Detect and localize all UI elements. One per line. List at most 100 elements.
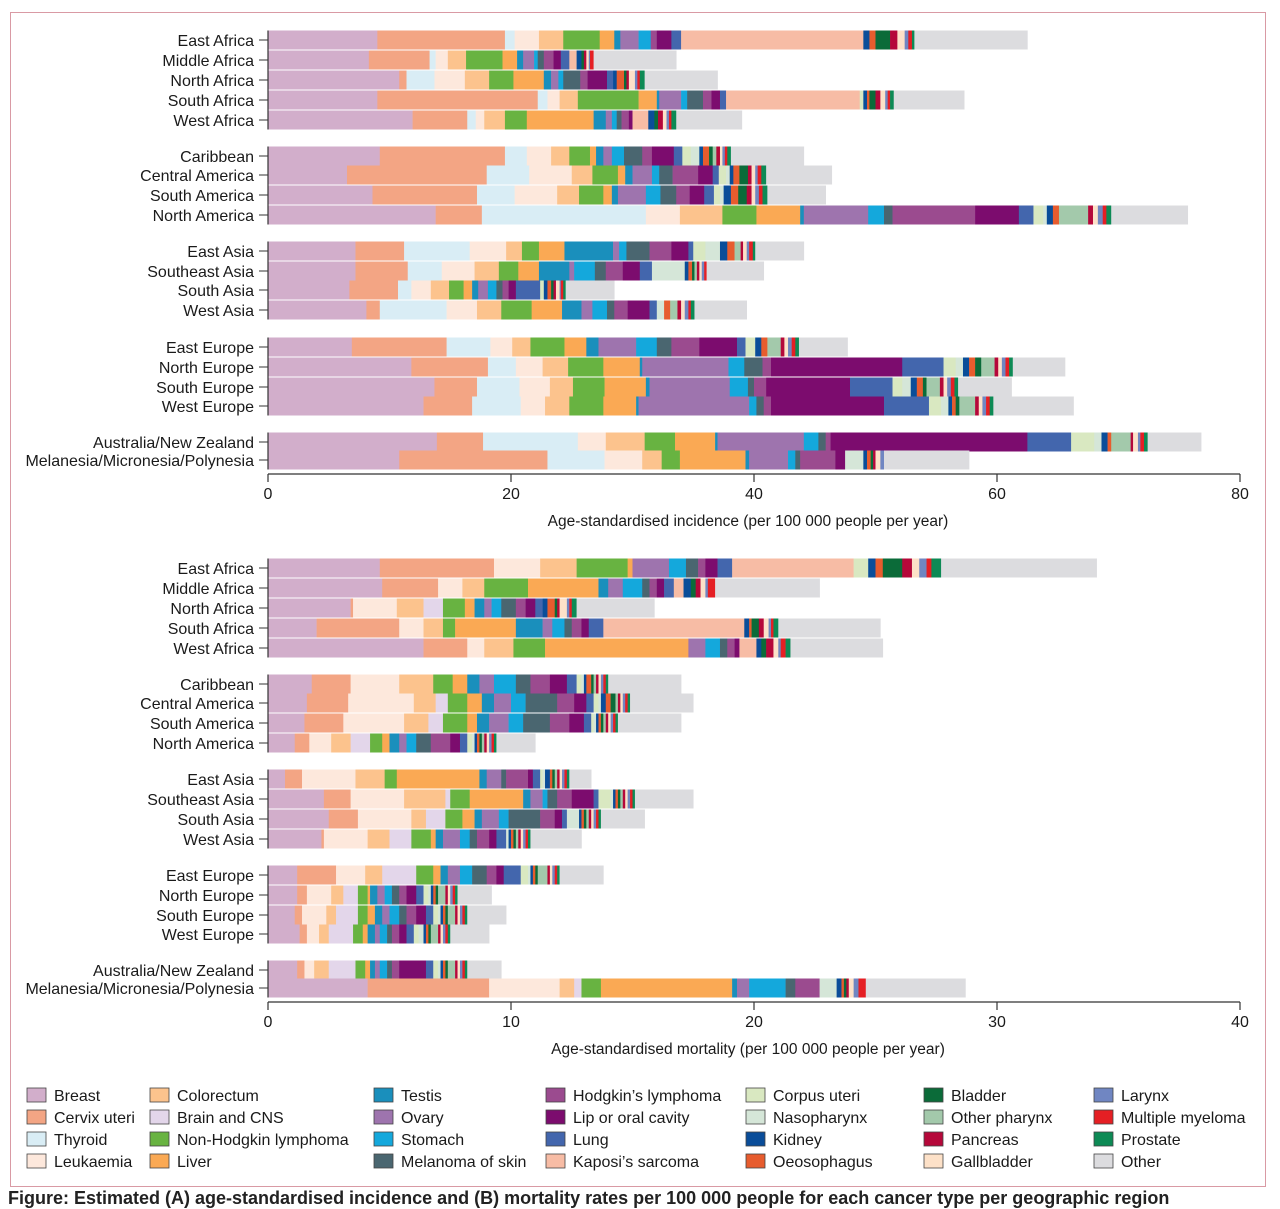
segment-breast xyxy=(268,618,317,638)
segment-cervix-uteri xyxy=(328,809,359,829)
segment-lip-or-oral-cavity xyxy=(553,50,562,70)
segment-colorectum xyxy=(411,809,427,829)
segment-stomach xyxy=(668,558,687,578)
segment-colorectum xyxy=(484,638,514,658)
segment-colorectum xyxy=(484,110,506,130)
legend-swatch xyxy=(1093,1153,1114,1169)
segment-multiple-myeloma xyxy=(596,809,599,829)
segment-hodgkin-s-lymphoma xyxy=(763,396,772,416)
segment-breast xyxy=(268,789,325,809)
legend-swatch xyxy=(923,1109,944,1125)
segment-pancreas xyxy=(890,30,898,50)
x-tick-label: 20 xyxy=(502,486,520,503)
segment-breast xyxy=(268,558,381,578)
segment-lung xyxy=(717,558,733,578)
segment-lung xyxy=(736,337,746,357)
bar-west-africa: West Africa xyxy=(173,638,884,658)
segment-stomach xyxy=(868,205,885,225)
segment-bladder xyxy=(624,70,627,90)
segment-bladder xyxy=(739,165,749,185)
segment-pancreas xyxy=(588,809,592,829)
segment-bladder xyxy=(600,713,604,733)
segment-prostate xyxy=(447,924,451,944)
region-label: South America xyxy=(150,716,254,733)
legend-swatch xyxy=(1093,1131,1114,1147)
segment-gallbladder xyxy=(1092,205,1099,225)
segment-other xyxy=(600,809,645,829)
segment-corpus-uteri xyxy=(892,377,903,397)
segment-cervix-uteri xyxy=(311,674,351,694)
bar-central-america: Central America xyxy=(140,165,833,185)
legend-swatch xyxy=(745,1131,766,1147)
segment-multiple-myeloma xyxy=(758,185,763,205)
segment-leukaemia xyxy=(475,110,485,130)
segment-bladder xyxy=(751,618,760,638)
segment-stomach xyxy=(729,377,749,397)
segment-multiple-myeloma xyxy=(569,598,573,618)
segment-kidney xyxy=(613,70,617,90)
segment-testis xyxy=(625,165,633,185)
x-axis-title: Age-standardised incidence (per 100 000 … xyxy=(548,513,949,530)
segment-lung xyxy=(496,829,507,849)
segment-gallbladder xyxy=(743,241,748,261)
bar-middle-africa: Middle Africa xyxy=(162,50,677,70)
segment-stomach xyxy=(534,50,539,70)
segment-multiple-myeloma xyxy=(452,885,456,905)
region-label: South Asia xyxy=(178,812,255,829)
segment-non-hodgkin-lymphoma xyxy=(569,396,604,416)
segment-stomach xyxy=(622,578,643,598)
legend-item-other: Other xyxy=(1093,1153,1162,1171)
segment-pancreas xyxy=(902,558,913,578)
segment-stomach xyxy=(611,110,618,130)
segment-nasopharynx xyxy=(1094,432,1102,452)
segment-brain-and-cns xyxy=(574,978,582,998)
segment-other xyxy=(565,280,615,300)
region-label: East Europe xyxy=(166,340,254,357)
segment-non-hodgkin-lymphoma xyxy=(501,300,532,320)
legend-label: Hodgkin’s lymphoma xyxy=(573,1088,721,1105)
segment-stomach xyxy=(749,396,757,416)
legend-label: Lung xyxy=(573,1132,609,1149)
segment-lung xyxy=(712,165,720,185)
segment-other xyxy=(706,261,765,281)
segment-other-pharynx xyxy=(1111,432,1131,452)
legend-swatch xyxy=(745,1087,766,1103)
segment-hodgkin-s-lymphoma xyxy=(649,241,672,261)
region-label: East Europe xyxy=(166,868,254,885)
bar-west-europe: West Europe xyxy=(162,924,490,944)
segment-oeosophagus xyxy=(511,829,514,849)
segment-breast xyxy=(268,432,438,452)
segment-corpus-uteri xyxy=(413,924,419,944)
legend-label: Kaposi’s sarcoma xyxy=(573,1154,699,1171)
segment-kidney xyxy=(430,885,434,905)
segment-oeosophagus xyxy=(702,146,710,166)
bar-south-europe: South Europe xyxy=(156,905,507,925)
segment-other-pharynx xyxy=(554,769,558,789)
segment-pancreas xyxy=(780,337,785,357)
segment-multiple-myeloma xyxy=(926,558,932,578)
legend-item-colorectum: Colorectum xyxy=(149,1087,259,1105)
segment-nasopharynx xyxy=(438,905,441,925)
bar-australia-new-zealand: Australia/New Zealand xyxy=(93,960,502,980)
segment-pancreas xyxy=(975,396,980,416)
segment-hodgkin-s-lymphoma xyxy=(486,865,497,885)
segment-liver xyxy=(455,618,517,638)
segment-non-hodgkin-lymphoma xyxy=(521,241,540,261)
segment-gallbladder xyxy=(699,261,703,281)
segment-other xyxy=(730,146,805,166)
segment-cervix-uteri xyxy=(297,865,337,885)
region-label: South Africa xyxy=(168,93,254,110)
segment-cervix-uteri xyxy=(399,450,548,470)
segment-corpus-uteri xyxy=(718,165,727,185)
segment-prostate xyxy=(785,638,791,658)
segment-colorectum xyxy=(476,300,502,320)
segment-corpus-uteri xyxy=(1033,205,1044,225)
segment-breast xyxy=(268,165,348,185)
bar-south-africa: South Africa xyxy=(168,618,881,638)
segment-non-hodgkin-lymphoma xyxy=(447,693,468,713)
bar-central-america: Central America xyxy=(140,693,694,713)
segment-multiple-myeloma xyxy=(525,829,529,849)
segment-breast xyxy=(268,185,373,205)
segment-thyroid xyxy=(467,110,477,130)
